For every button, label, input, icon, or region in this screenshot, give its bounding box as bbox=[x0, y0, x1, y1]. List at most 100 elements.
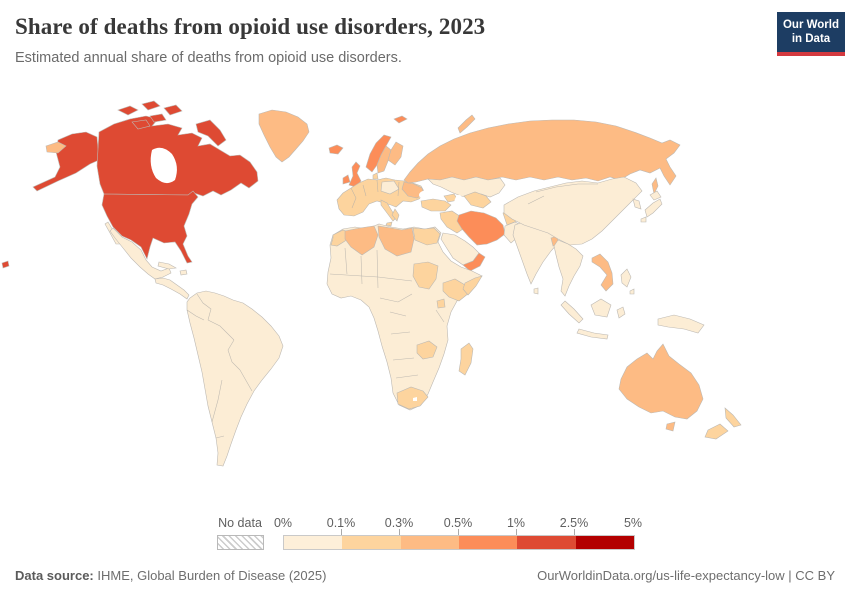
country-lesotho bbox=[413, 397, 417, 401]
legend-tick-label: 0.5% bbox=[443, 516, 473, 530]
country-ethiopia[interactable] bbox=[442, 278, 470, 302]
country-egypt[interactable] bbox=[412, 227, 441, 246]
country-chukotka[interactable] bbox=[45, 141, 67, 154]
legend-bin[interactable] bbox=[517, 536, 576, 549]
legend-tick-label: 2.5% bbox=[559, 516, 589, 530]
country-novaya-zemlya[interactable] bbox=[457, 114, 476, 134]
country-iceland[interactable] bbox=[328, 144, 344, 155]
country-japan-honshu[interactable] bbox=[644, 198, 663, 218]
country-iran[interactable] bbox=[456, 210, 506, 246]
country-usa[interactable] bbox=[101, 190, 199, 264]
country-hispaniola[interactable] bbox=[179, 269, 188, 276]
country-russia[interactable] bbox=[403, 119, 681, 186]
country-mexico[interactable] bbox=[109, 227, 172, 280]
borders-mongolia bbox=[527, 183, 598, 205]
data-source-label: Data source: bbox=[15, 568, 94, 583]
country-norway[interactable] bbox=[365, 134, 392, 173]
world-map bbox=[0, 88, 850, 508]
country-denmark[interactable] bbox=[372, 172, 379, 180]
arctic-island-baffin[interactable] bbox=[195, 119, 227, 147]
chart-subtitle: Estimated annual share of deaths from op… bbox=[15, 50, 402, 66]
region-central-america[interactable] bbox=[154, 277, 190, 300]
country-sri-lanka[interactable] bbox=[533, 287, 539, 295]
legend-no-data-label: No data bbox=[218, 516, 262, 530]
country-somalia[interactable] bbox=[462, 275, 483, 296]
country-svalbard[interactable] bbox=[393, 115, 408, 124]
country-madagascar[interactable] bbox=[458, 342, 474, 376]
country-korea[interactable] bbox=[632, 198, 642, 210]
country-australia[interactable] bbox=[618, 343, 704, 420]
island-java[interactable] bbox=[576, 328, 609, 340]
country-japan-kyushu[interactable] bbox=[640, 216, 647, 223]
country-turkey[interactable] bbox=[420, 198, 452, 212]
borders-europe bbox=[350, 179, 400, 209]
legend-bin[interactable] bbox=[342, 536, 401, 549]
country-canada[interactable] bbox=[96, 115, 259, 197]
country-cuba[interactable] bbox=[157, 261, 177, 270]
arctic-island[interactable] bbox=[131, 119, 151, 130]
arctic-island[interactable] bbox=[163, 104, 183, 116]
island-sumatra[interactable] bbox=[560, 300, 584, 324]
arctic-island[interactable] bbox=[117, 105, 139, 116]
legend-bin[interactable] bbox=[400, 536, 459, 549]
country-sakhalin[interactable] bbox=[651, 177, 659, 195]
data-source-text: IHME, Global Burden of Disease (2025) bbox=[93, 568, 327, 583]
country-ireland[interactable] bbox=[342, 174, 351, 185]
region-central-asia[interactable] bbox=[463, 191, 492, 209]
arctic-island[interactable] bbox=[141, 100, 161, 111]
country-finland[interactable] bbox=[387, 141, 404, 166]
legend-bin[interactable] bbox=[575, 536, 634, 549]
region-east-africa[interactable] bbox=[436, 298, 446, 309]
legend-tick-label: 0.1% bbox=[326, 516, 356, 530]
owid-logo-line1: Our World bbox=[782, 18, 839, 31]
country-algeria[interactable] bbox=[344, 225, 379, 256]
attribution-link[interactable]: OurWorldinData.org/us-life-expectancy-lo… bbox=[537, 568, 835, 583]
owid-logo[interactable]: Our World in Data bbox=[777, 12, 845, 52]
country-sicily[interactable] bbox=[385, 221, 393, 227]
hudson-bay bbox=[150, 147, 177, 184]
legend-bin[interactable] bbox=[458, 536, 518, 549]
island-sulawesi[interactable] bbox=[616, 306, 626, 319]
legend-no-data-swatch[interactable] bbox=[217, 535, 264, 550]
island-borneo[interactable] bbox=[590, 298, 612, 318]
region-south-america[interactable] bbox=[186, 290, 284, 467]
country-libya[interactable] bbox=[377, 225, 415, 257]
country-philippines[interactable] bbox=[620, 268, 632, 288]
country-hawaii[interactable] bbox=[1, 260, 10, 269]
borders-south-america bbox=[186, 293, 253, 439]
caspian-sea bbox=[454, 195, 464, 215]
island-new-guinea[interactable] bbox=[657, 314, 705, 334]
region-africa[interactable] bbox=[326, 223, 483, 411]
country-zambia[interactable] bbox=[416, 340, 438, 360]
legend-tick-label: 0.3% bbox=[384, 516, 414, 530]
borders-africa bbox=[329, 247, 445, 379]
map-legend: No data 0% 0.1% 0.3% 0.5% 1% 2.5% 5% bbox=[0, 512, 850, 554]
country-south-africa[interactable] bbox=[396, 386, 429, 410]
legend-tick-label: 5% bbox=[623, 516, 643, 530]
country-philippines-south[interactable] bbox=[629, 288, 635, 295]
arctic-island[interactable] bbox=[149, 113, 167, 123]
region-central-europe[interactable] bbox=[380, 180, 400, 195]
country-new-zealand-north[interactable] bbox=[724, 407, 742, 428]
country-japan-hokkaido[interactable] bbox=[649, 190, 662, 201]
data-source: Data source: IHME, Global Burden of Dise… bbox=[15, 568, 326, 583]
country-vietnam[interactable] bbox=[591, 253, 614, 292]
owid-logo-line2: in Data bbox=[791, 33, 831, 45]
legend-color-bar bbox=[283, 535, 635, 550]
page-title: Share of deaths from opioid use disorder… bbox=[15, 14, 486, 39]
country-tasmania[interactable] bbox=[665, 421, 676, 432]
country-uk[interactable] bbox=[348, 161, 362, 188]
legend-tick-label: 1% bbox=[506, 516, 526, 530]
country-sudan[interactable] bbox=[412, 261, 439, 290]
country-china[interactable] bbox=[503, 176, 643, 246]
region-mainland-se-asia[interactable] bbox=[553, 239, 584, 297]
country-greenland[interactable] bbox=[258, 109, 310, 163]
legend-tick-label: 0% bbox=[273, 516, 293, 530]
country-kazakhstan[interactable] bbox=[427, 176, 506, 199]
country-alaska[interactable] bbox=[32, 131, 100, 192]
legend-bin[interactable] bbox=[284, 536, 343, 549]
owid-logo-accent-bar bbox=[777, 52, 845, 56]
country-greece[interactable] bbox=[391, 208, 400, 222]
country-new-zealand-south[interactable] bbox=[704, 423, 729, 440]
